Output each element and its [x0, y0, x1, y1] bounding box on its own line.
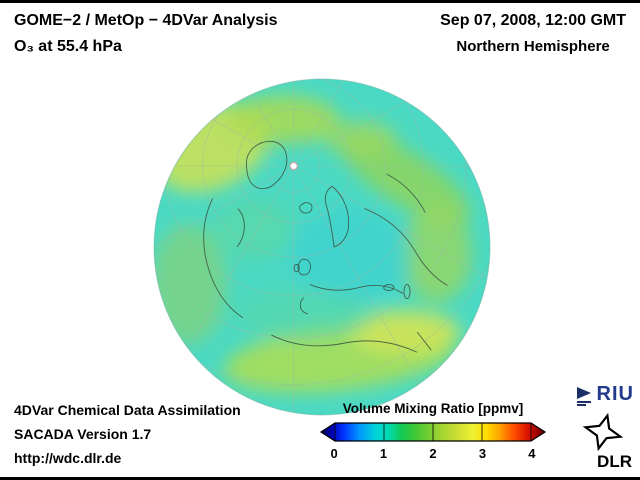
credits-block: 4DVar Chemical Data Assimilation SACADA …	[14, 403, 241, 475]
credit-url: http://wdc.dlr.de	[14, 450, 122, 466]
colorbar-tick-4: 4	[528, 446, 536, 461]
dlr-logo-text: DLR	[597, 452, 632, 471]
analysis-title: GOME−2 / MetOp − 4DVar Analysis	[14, 12, 278, 29]
colorbar	[319, 422, 547, 442]
analysis-level: O₃ at 55.4 hPa	[14, 38, 122, 55]
analysis-datetime: Sep 07, 2008, 12:00 GMT	[440, 12, 626, 29]
riu-logo: RIU	[576, 383, 634, 406]
coastlines	[203, 141, 448, 353]
credit-line-1: 4DVar Chemical Data Assimilation	[14, 402, 241, 418]
dlr-emblem-icon	[582, 413, 624, 451]
colorbar-tick-0: 0	[330, 446, 338, 461]
datetime-block: Sep 07, 2008, 12:00 GMT Northern Hemisph…	[440, 12, 626, 55]
colorbar-block: Volume Mixing Ratio [ppmv]	[318, 401, 548, 462]
colorbar-title: Volume Mixing Ratio [ppmv]	[342, 401, 524, 416]
dlr-logo: DLR	[570, 413, 632, 472]
colorbar-tick-1: 1	[379, 446, 388, 461]
credit-line-2: SACADA Version 1.7	[14, 426, 152, 442]
globe-map	[152, 77, 492, 417]
colorbar-tick-2: 2	[429, 446, 437, 461]
colorbar-tick-3: 3	[478, 446, 487, 461]
analysis-title-block: GOME−2 / MetOp − 4DVar Analysis O₃ at 55…	[14, 12, 278, 56]
analysis-region: Northern Hemisphere	[456, 38, 610, 55]
riu-pennant-icon	[576, 386, 591, 406]
riu-logo-text: RIU	[596, 383, 634, 405]
colorbar-ticks: 0 1 2 3 4	[318, 446, 548, 462]
pole-marker	[289, 162, 298, 171]
globe-svg	[153, 78, 491, 416]
